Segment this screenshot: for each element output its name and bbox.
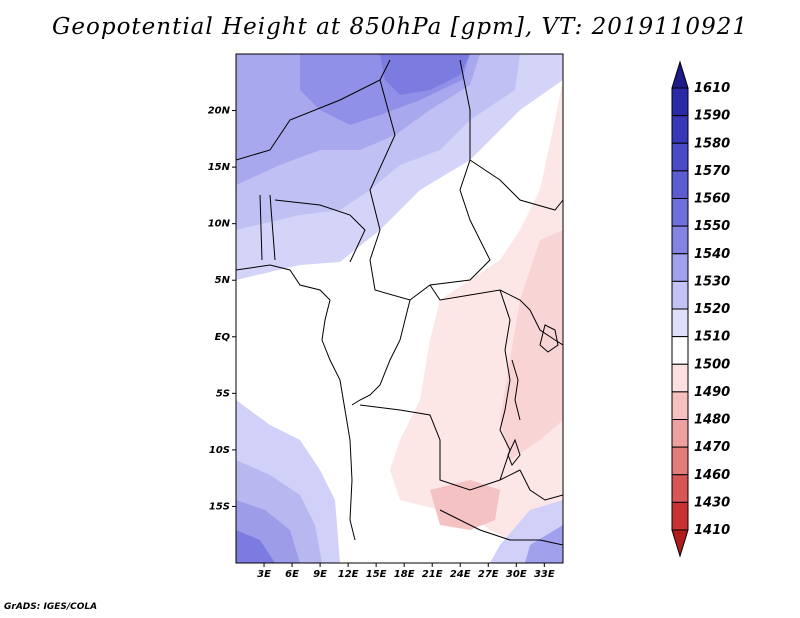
lon-label: 27E xyxy=(478,569,499,580)
sudan-border xyxy=(469,159,563,211)
zambia-border xyxy=(519,469,563,501)
lat-label: 10S xyxy=(209,445,230,456)
colorbar-label: 1590 xyxy=(694,109,730,124)
colorbar: 1610 1590 1580 1570 1560 1550 1540 1530 1520 1510… xyxy=(671,60,730,558)
colorbar-swatch xyxy=(671,391,689,420)
lon-label: 24E xyxy=(450,569,471,580)
west-coastline xyxy=(236,264,356,541)
colorbar-swatch xyxy=(671,142,689,172)
car-border xyxy=(429,284,531,311)
angola-border xyxy=(359,404,521,491)
rift-border xyxy=(499,289,511,481)
colorbar-label: 1540 xyxy=(694,247,730,262)
longitude-labels: 3E 6E 9E 12E 15E 18E 21E 24E 27E 30E 33E xyxy=(257,563,555,580)
nigeria-border-east xyxy=(274,199,366,263)
lat-label: 10N xyxy=(208,219,231,230)
colorbar-bottom-triangle xyxy=(671,529,689,558)
colorbar-label: 1520 xyxy=(694,302,730,317)
colorbar-swatch xyxy=(671,474,689,503)
latitude-labels: 20N 15N 10N 5N EQ 5S 10S 15S xyxy=(208,106,236,512)
southern-border xyxy=(439,509,563,546)
map-frame xyxy=(235,53,564,564)
colorbar-swatch xyxy=(671,87,689,117)
colorbar-label: 1510 xyxy=(694,330,730,345)
uganda-border xyxy=(529,309,563,346)
colorbar-top-triangle xyxy=(671,60,689,89)
colorbar-swatch xyxy=(671,419,689,448)
colorbar-swatch xyxy=(671,225,689,255)
colorbar-label: 1560 xyxy=(694,192,730,207)
colorbar-label: 1460 xyxy=(694,468,730,483)
colorbar-swatch xyxy=(671,501,689,531)
colorbar-label: 1610 xyxy=(694,81,730,96)
lake-victoria xyxy=(539,324,559,353)
benin-border xyxy=(259,194,263,261)
lon-label: 21E xyxy=(422,569,443,580)
colorbar-swatch xyxy=(671,363,689,393)
colorbar-label: 1470 xyxy=(694,440,730,455)
lon-label: 18E xyxy=(394,569,415,580)
colorbar-label: 1430 xyxy=(694,495,730,510)
lon-label: 9E xyxy=(313,569,327,580)
lat-label: 20N xyxy=(208,106,231,117)
lat-label: EQ xyxy=(215,332,231,343)
lat-label: 5N xyxy=(215,275,231,286)
lon-label: 33E xyxy=(534,569,555,580)
congo-border xyxy=(351,299,411,406)
colorbar-swatch xyxy=(671,308,689,338)
colorbar-label: 1530 xyxy=(694,274,730,289)
colorbar-label: 1480 xyxy=(694,413,730,428)
colorbar-swatch xyxy=(671,115,689,144)
height-field xyxy=(236,54,563,563)
lon-label: 30E xyxy=(506,569,527,580)
lat-label: 15S xyxy=(209,501,230,512)
lake-tanganyika xyxy=(511,359,521,421)
colorbar-label: 1490 xyxy=(694,385,730,400)
colorbar-swatch xyxy=(671,253,689,282)
lon-label: 6E xyxy=(285,569,299,580)
colorbar-swatch xyxy=(671,336,689,365)
colorbar-label: 1500 xyxy=(694,357,730,372)
coastlines-borders xyxy=(236,59,563,546)
lake-mweru xyxy=(507,438,521,466)
nigeria-border-west xyxy=(269,194,276,261)
colorbar-swatch xyxy=(671,170,689,199)
lat-label: 15N xyxy=(208,162,231,173)
sahara-border xyxy=(236,59,391,161)
lat-label: 5S xyxy=(216,388,230,399)
colorbar-label: 1570 xyxy=(694,164,730,179)
field-region-1530-se xyxy=(525,525,563,563)
lon-label: 12E xyxy=(338,569,359,580)
field-region-1560 xyxy=(380,54,470,95)
colorbar-swatch xyxy=(671,446,689,476)
grads-credit: GrADS: IGES/COLA xyxy=(4,602,98,612)
colorbar-label: 1550 xyxy=(694,219,730,234)
colorbar-label: 1410 xyxy=(694,523,730,538)
map-title: Geopotential Height at 850hPa [gpm], VT:… xyxy=(52,14,748,40)
lon-label: 15E xyxy=(366,569,387,580)
colorbar-label: 1580 xyxy=(694,136,730,151)
colorbar-swatch xyxy=(671,280,689,310)
field-region-1490 xyxy=(430,480,500,530)
field-region-1550-sw xyxy=(236,530,275,563)
lon-label: 3E xyxy=(257,569,271,580)
colorbar-swatch xyxy=(671,198,689,227)
